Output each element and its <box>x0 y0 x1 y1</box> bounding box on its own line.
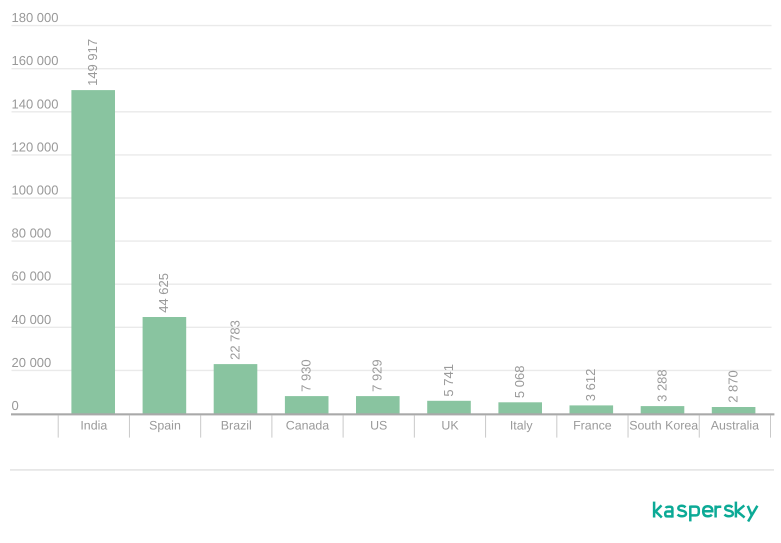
svg-text:Italy: Italy <box>510 419 534 433</box>
svg-text:Canada: Canada <box>286 419 330 433</box>
svg-text:149 917: 149 917 <box>85 39 100 86</box>
svg-text:France: France <box>573 419 612 433</box>
svg-text:3 288: 3 288 <box>654 369 669 402</box>
svg-text:3 612: 3 612 <box>583 369 598 402</box>
svg-text:40 000: 40 000 <box>12 312 52 327</box>
svg-text:160 000: 160 000 <box>12 53 59 68</box>
svg-text:7 930: 7 930 <box>299 359 314 392</box>
svg-text:120 000: 120 000 <box>12 139 59 154</box>
svg-text:7 929: 7 929 <box>370 359 385 392</box>
svg-text:60 000: 60 000 <box>12 269 52 284</box>
svg-text:20 000: 20 000 <box>12 355 52 370</box>
svg-text:100 000: 100 000 <box>12 183 59 198</box>
svg-text:140 000: 140 000 <box>12 96 59 111</box>
svg-text:80 000: 80 000 <box>12 226 52 241</box>
svg-text:44 625: 44 625 <box>156 273 171 313</box>
svg-text:Spain: Spain <box>149 419 181 433</box>
svg-text:Australia: Australia <box>711 419 759 433</box>
svg-text:5 068: 5 068 <box>512 366 527 399</box>
svg-text:UK: UK <box>441 419 459 433</box>
svg-text:US: US <box>370 419 387 433</box>
svg-text:South Korea: South Korea <box>629 419 698 433</box>
svg-text:2 870: 2 870 <box>725 370 740 403</box>
svg-text:Brazil: Brazil <box>221 419 252 433</box>
svg-text:0: 0 <box>12 398 19 413</box>
svg-text:180 000: 180 000 <box>12 10 59 25</box>
svg-text:22 783: 22 783 <box>227 320 242 360</box>
svg-text:5 741: 5 741 <box>441 364 456 397</box>
svg-text:India: India <box>80 419 107 433</box>
